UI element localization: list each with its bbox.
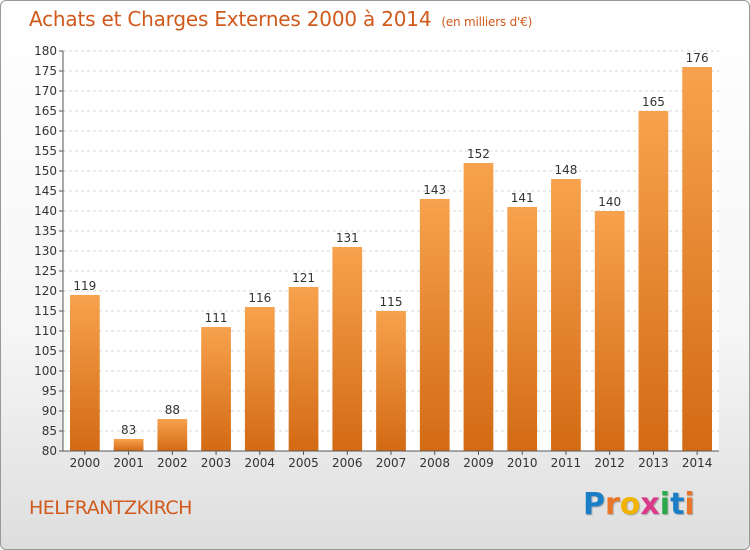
bar <box>507 207 538 451</box>
data-label: 165 <box>642 95 665 109</box>
y-tick-label: 160 <box>34 124 57 138</box>
y-axis: 80 85 90 95 100 105 110 115 120 125 130 135 140 145 15… <box>34 44 64 458</box>
y-tick-label: 90 <box>42 404 57 418</box>
y-tick-label: 175 <box>34 64 57 78</box>
x-tick-label: 2005 <box>288 456 319 470</box>
data-label: 143 <box>423 183 446 197</box>
x-tick-label: 2013 <box>638 456 669 470</box>
y-tick-label: 165 <box>34 104 57 118</box>
y-tick-label: 130 <box>34 244 57 258</box>
y-tick-label: 85 <box>42 424 57 438</box>
proxiti-logo: Proxiti <box>583 487 695 522</box>
logo-letter: i <box>684 487 695 522</box>
logo-letter: P <box>583 487 605 522</box>
bar <box>638 111 669 451</box>
y-tick-label: 115 <box>34 304 57 318</box>
data-label: 121 <box>292 271 315 285</box>
logo-letter: o <box>619 487 641 522</box>
x-tick-label: 2003 <box>201 456 232 470</box>
x-tick-label: 2014 <box>682 456 713 470</box>
x-tick-label: 2009 <box>463 456 494 470</box>
unit-label: (en milliers d'€) <box>441 15 533 29</box>
chart-title: Achats et Charges Externes 2000 à 2014 (e… <box>29 7 532 31</box>
x-axis: 2000 2001 2002 2003 2004 2005 2006 2007 2008 2009… <box>63 450 719 470</box>
data-label: 88 <box>165 403 180 417</box>
y-tick-label: 110 <box>34 324 57 338</box>
x-tick-label: 2010 <box>507 456 538 470</box>
bar <box>682 67 713 451</box>
chart-title-text: Achats et Charges Externes 2000 à 2014 <box>29 7 432 31</box>
bar <box>419 199 450 451</box>
y-tick-label: 150 <box>34 164 57 178</box>
data-label: 148 <box>554 163 577 177</box>
y-tick-label: 170 <box>34 84 57 98</box>
logo-letter: t <box>670 487 685 522</box>
data-label: 131 <box>336 231 359 245</box>
x-tick-label: 2002 <box>157 456 188 470</box>
data-label: 115 <box>380 295 403 309</box>
y-tick-label: 180 <box>34 44 57 58</box>
bar <box>551 179 581 451</box>
data-label: 176 <box>686 51 709 65</box>
y-tick-label: 100 <box>34 364 57 378</box>
data-label: 152 <box>467 147 490 161</box>
x-tick-label: 2004 <box>245 456 276 470</box>
bar <box>157 419 188 451</box>
data-label: 141 <box>511 191 534 205</box>
bar <box>376 311 406 451</box>
logo-letter: r <box>605 487 620 522</box>
y-tick-label: 80 <box>42 444 57 458</box>
bar <box>463 163 494 451</box>
data-label: 116 <box>248 291 271 305</box>
y-tick-label: 120 <box>34 284 57 298</box>
bar <box>69 295 100 451</box>
y-tick-label: 140 <box>34 204 57 218</box>
bar <box>332 247 363 451</box>
bar <box>113 439 144 451</box>
data-label: 140 <box>598 195 621 209</box>
x-tick-label: 2006 <box>332 456 363 470</box>
bar <box>201 327 231 451</box>
y-tick-label: 135 <box>34 224 57 238</box>
data-label: 111 <box>205 311 228 325</box>
x-tick-label: 2008 <box>419 456 450 470</box>
bars: 119 83 88 111 116 121 131 115 143 152 141 148 140 165… <box>69 51 713 451</box>
bar <box>594 211 625 451</box>
bar <box>288 287 319 451</box>
data-label: 119 <box>73 279 96 293</box>
x-tick-label: 2001 <box>113 456 144 470</box>
bar <box>244 307 275 451</box>
y-tick-label: 125 <box>34 264 57 278</box>
logo-letter: i <box>659 487 671 522</box>
y-tick-label: 95 <box>42 384 57 398</box>
logo-letter: x <box>640 487 660 522</box>
commune-name: HELFRANTZKIRCH <box>29 497 192 519</box>
y-tick-label: 105 <box>34 344 57 358</box>
y-tick-label: 145 <box>34 184 57 198</box>
data-label: 83 <box>121 423 136 437</box>
x-tick-label: 2011 <box>551 456 582 470</box>
x-tick-label: 2012 <box>594 456 625 470</box>
x-tick-label: 2000 <box>70 456 101 470</box>
y-tick-label: 155 <box>34 144 57 158</box>
x-tick-label: 2007 <box>376 456 407 470</box>
